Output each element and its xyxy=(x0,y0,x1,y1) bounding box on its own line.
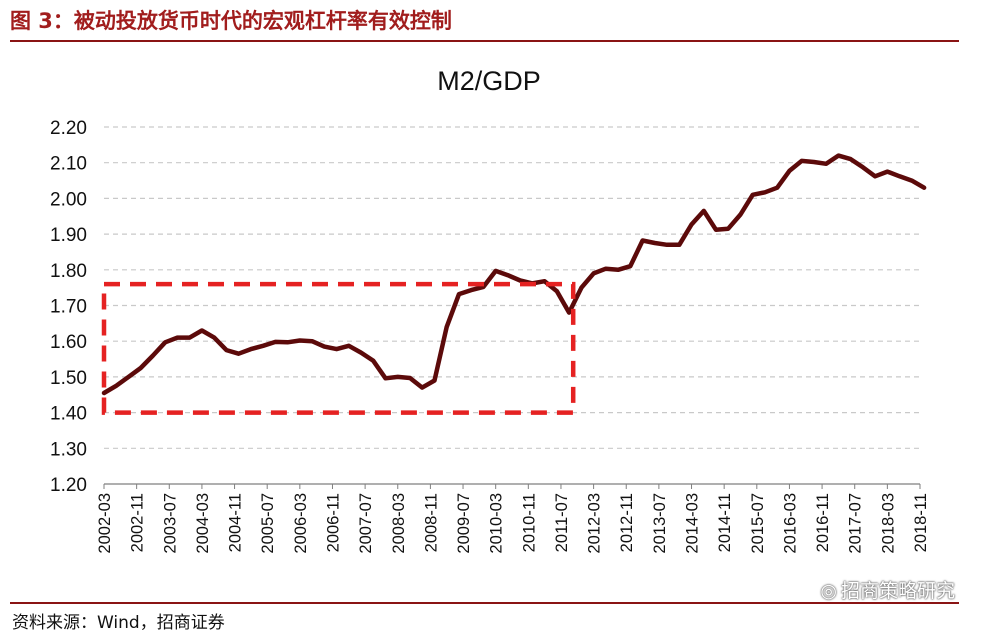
gridlines xyxy=(104,126,920,449)
y-tick-label: 1.60 xyxy=(50,332,87,353)
x-tick-label: 2006-11 xyxy=(324,493,342,552)
x-tick-label: 2014-11 xyxy=(716,493,734,552)
x-axis: 2002-03 2002-11 2003-07 2004-03 2004-11 2005-… xyxy=(96,483,930,554)
x-tick-label: 2002-11 xyxy=(129,493,147,552)
y-tick-label: 1.90 xyxy=(50,225,87,246)
x-tick-label: 2014-03 xyxy=(684,493,702,554)
x-tick-label: 2008-11 xyxy=(422,493,440,552)
x-tick-label: 2010-11 xyxy=(520,493,538,552)
x-tick-label: 2004-11 xyxy=(227,493,245,552)
x-tick-label: 2015-07 xyxy=(749,493,767,554)
x-tick-label: 2005-07 xyxy=(259,493,277,554)
series-line-m2-gdp xyxy=(101,153,927,396)
watermark-text: 招商策略研究 xyxy=(840,580,955,602)
y-axis: 2.20 2.10 2.00 1.90 1.80 1.70 1.60 1.50 1.40 1.30… xyxy=(50,118,87,496)
x-tick-label: 2011-07 xyxy=(553,493,571,552)
source-note: 资料来源：Wind，招商证券 xyxy=(12,613,225,633)
y-tick-label: 1.30 xyxy=(50,439,87,460)
x-tick-label: 2018-03 xyxy=(879,493,897,554)
wechat-icon: ◎ xyxy=(820,580,837,602)
y-tick-label: 1.20 xyxy=(50,475,87,496)
top-divider xyxy=(10,40,959,42)
x-tick-label: 2008-03 xyxy=(390,493,408,554)
x-tick-label: 2004-03 xyxy=(194,493,212,554)
y-tick-label: 1.40 xyxy=(50,404,87,425)
x-tick-label: 2010-03 xyxy=(488,493,506,554)
highlight-dashed-box xyxy=(101,281,576,415)
figure-title: 图 3：被动投放货币时代的宏观杠杆率有效控制 xyxy=(10,9,452,33)
y-tick-label: 2.10 xyxy=(50,154,87,175)
x-tick-label: 2007-07 xyxy=(357,493,375,554)
y-tick-label: 1.80 xyxy=(50,261,87,282)
x-tick-label: 2016-03 xyxy=(781,493,799,554)
x-tick-label: 2006-03 xyxy=(292,493,310,554)
x-tick-label: 2012-11 xyxy=(618,493,636,552)
x-tick-label: 2018-11 xyxy=(912,493,930,552)
series-layer xyxy=(101,153,927,396)
x-tick-label: 2009-07 xyxy=(455,493,473,554)
x-tick-label: 2003-07 xyxy=(161,493,179,554)
x-tick-label: 2002-03 xyxy=(96,493,114,554)
x-tick-label: 2017-07 xyxy=(847,493,865,554)
x-tick-label: 2016-11 xyxy=(814,493,832,552)
y-tick-label: 2.20 xyxy=(50,118,87,139)
x-tick-label: 2012-03 xyxy=(586,493,604,554)
y-tick-label: 1.50 xyxy=(50,368,87,389)
annotation-layer xyxy=(101,281,576,415)
y-tick-label: 1.70 xyxy=(50,297,87,318)
line-chart: M2/GDP 2.20 2.10 2.00 1.90 1.80 1.70 1.60 1.50 1… xyxy=(50,66,930,554)
y-tick-label: 2.00 xyxy=(50,189,87,210)
bottom-divider xyxy=(10,602,959,604)
watermark: ◎ 招商策略研究 xyxy=(820,576,955,603)
x-tick-label: 2013-07 xyxy=(651,493,669,554)
chart-title: M2/GDP xyxy=(437,66,541,96)
